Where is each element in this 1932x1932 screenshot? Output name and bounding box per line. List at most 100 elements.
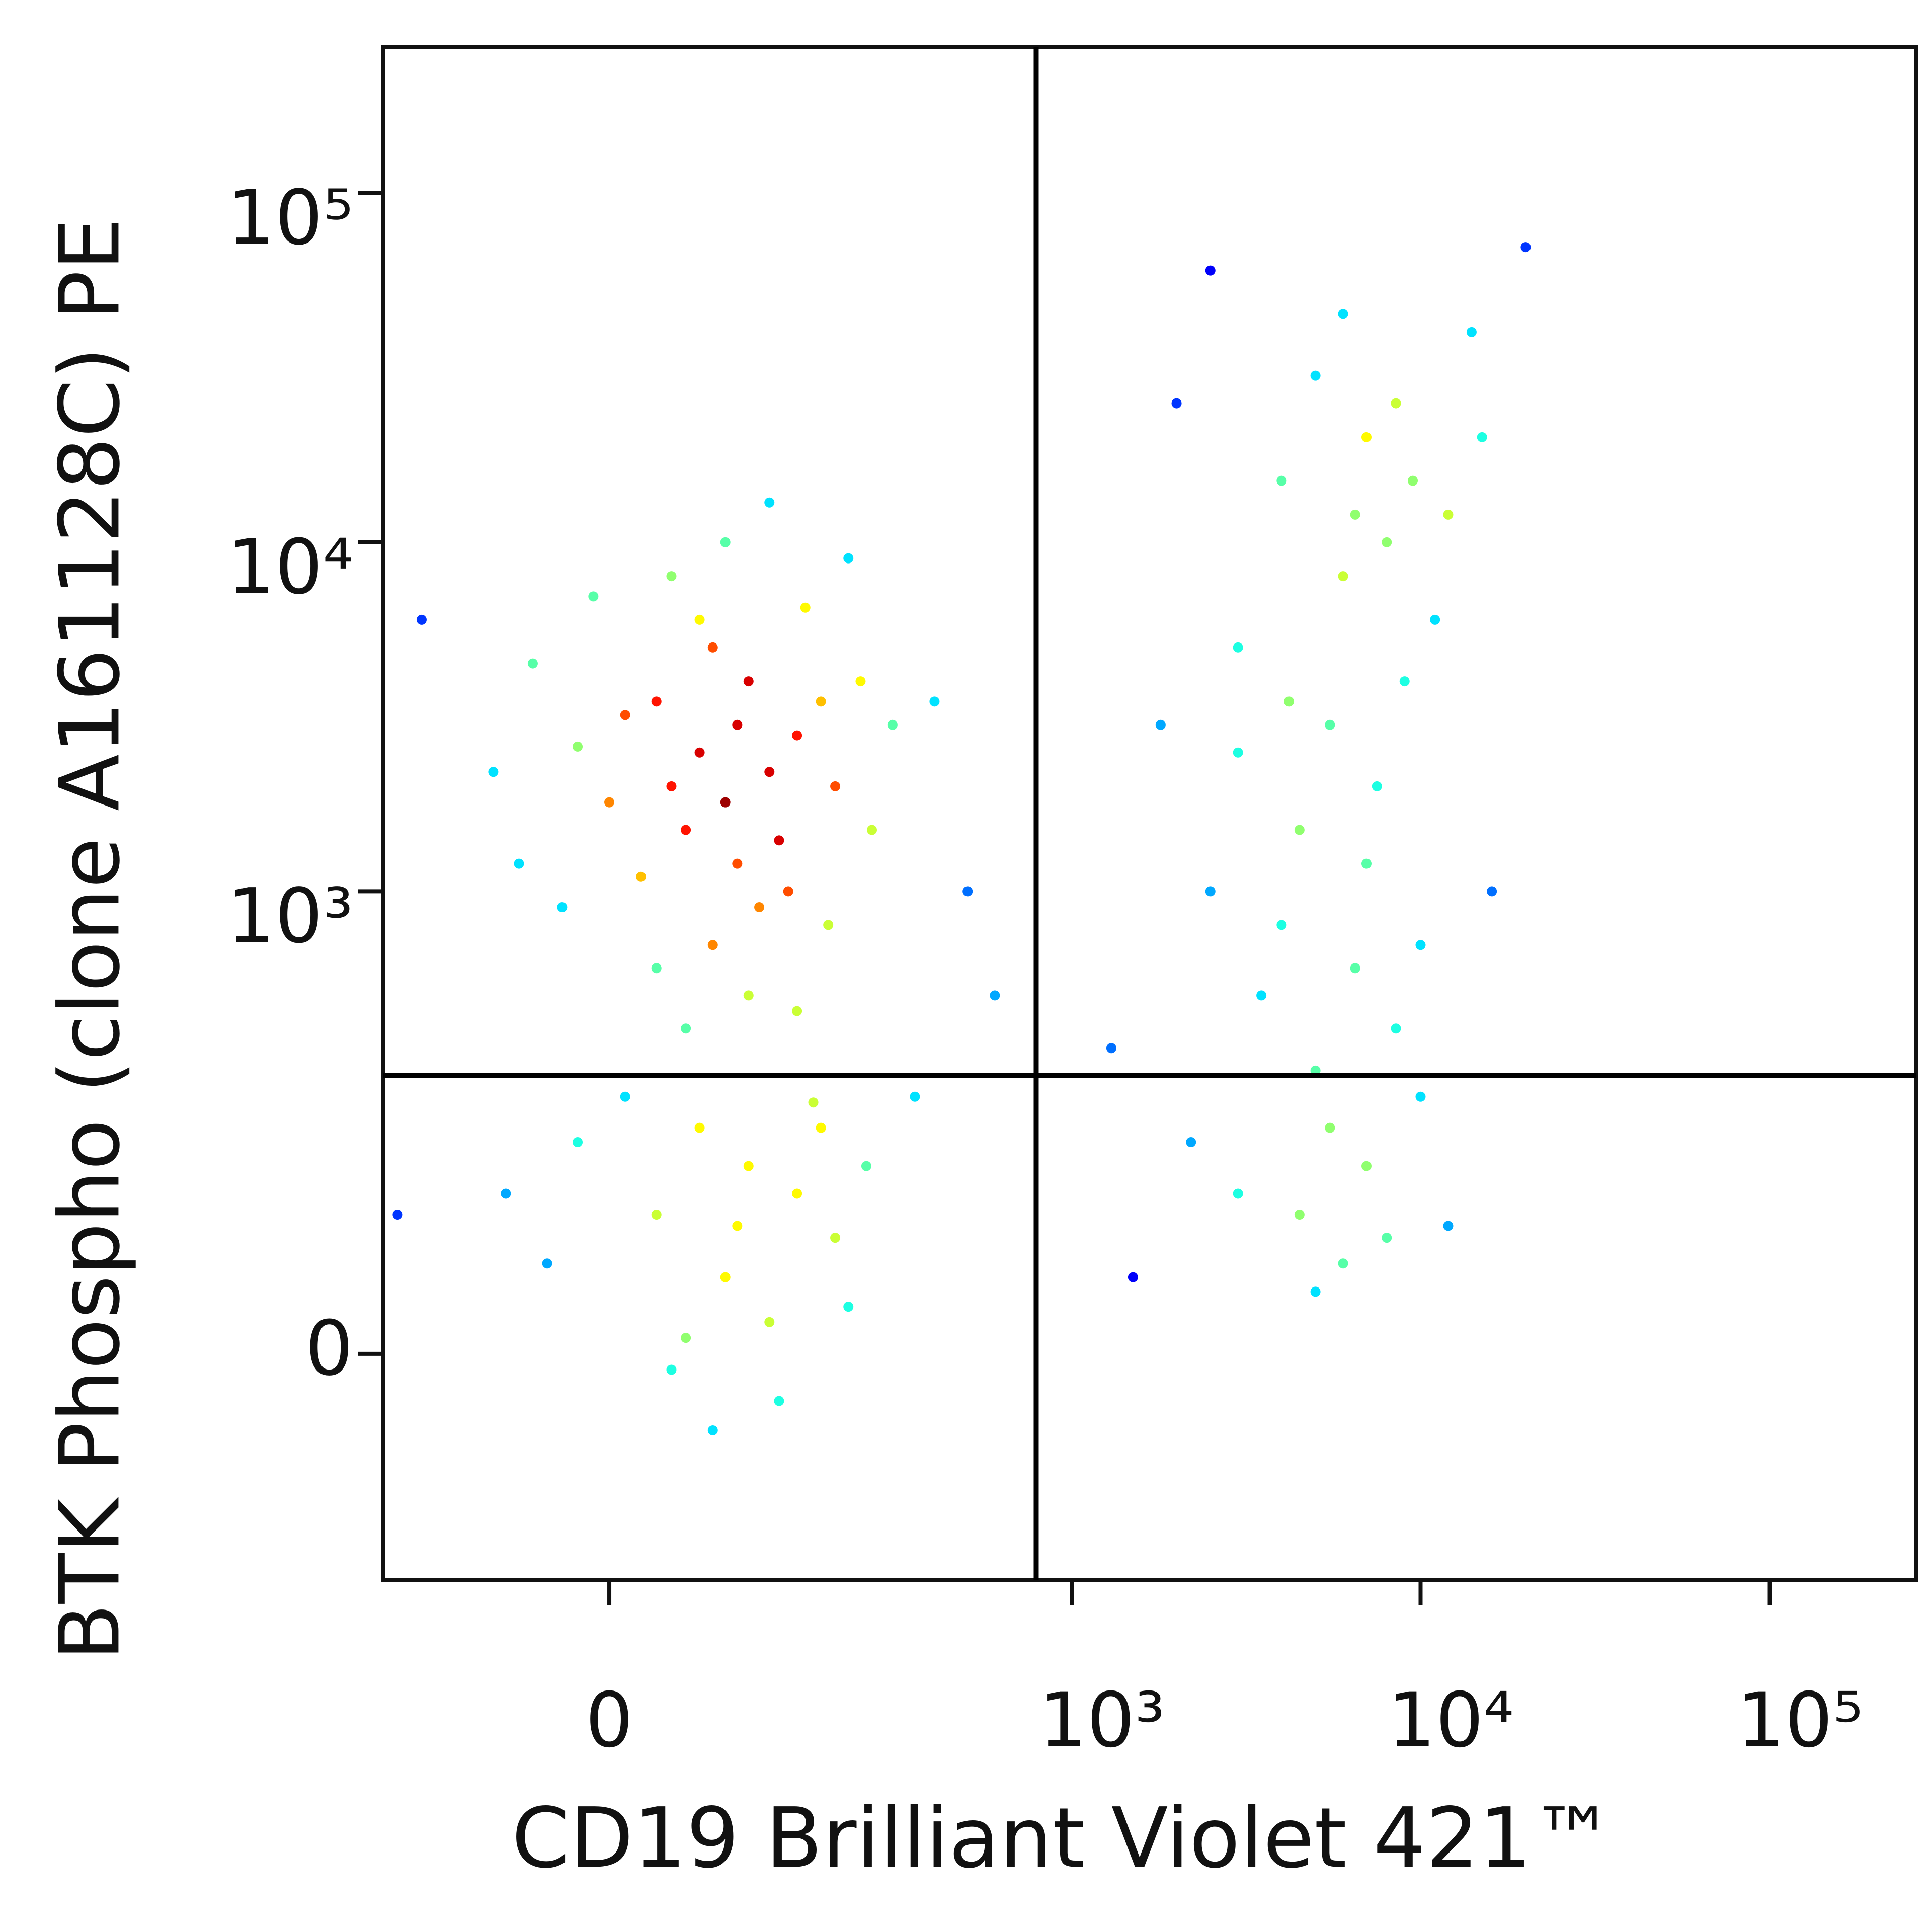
event-dot: [1520, 242, 1531, 253]
event-dot: [651, 696, 662, 707]
event-dot: [1350, 963, 1360, 974]
event-dot: [1186, 1137, 1196, 1148]
event-dot: [830, 781, 841, 791]
event-dot: [816, 1122, 826, 1133]
event-dot: [666, 1364, 677, 1375]
event-dot: [732, 858, 743, 869]
event-dot: [816, 696, 826, 707]
event-dot: [1408, 475, 1418, 486]
event-dot: [720, 537, 731, 547]
event-dot: [1361, 858, 1372, 869]
x-tick-label: 10⁴: [1388, 1677, 1514, 1764]
event-dot: [694, 1122, 705, 1133]
event-dot: [764, 767, 775, 777]
event-dot: [488, 767, 499, 777]
event-dot: [681, 825, 691, 835]
event-dot: [1338, 571, 1348, 582]
event-dot: [808, 1097, 819, 1108]
event-dot: [681, 1023, 691, 1034]
event-dot: [1415, 940, 1426, 950]
event-dot: [1399, 676, 1410, 687]
x-tick-label: 0: [585, 1677, 633, 1764]
event-dot: [1338, 309, 1348, 319]
event-dot: [707, 1425, 718, 1435]
event-dot: [557, 902, 568, 913]
event-dot: [1361, 1161, 1372, 1171]
event-dot: [1310, 370, 1321, 381]
event-dot: [527, 658, 538, 669]
event-dot: [1430, 614, 1440, 625]
event-dot: [604, 797, 615, 808]
event-dot: [1391, 1023, 1401, 1034]
event-dot: [694, 747, 705, 758]
event-dot: [1338, 1258, 1348, 1269]
event-dot: [416, 614, 427, 625]
event-dot: [681, 1333, 691, 1343]
event-dot: [843, 553, 854, 564]
event-dot: [651, 963, 662, 974]
event-dot: [1233, 642, 1243, 653]
event-dot: [743, 990, 754, 1001]
y-tick-label: 10³: [227, 872, 353, 960]
x-axis-title: CD19 Brilliant Violet 421™: [512, 1790, 1615, 1886]
event-dot: [774, 835, 784, 846]
event-dot: [1128, 1272, 1138, 1282]
event-dot: [764, 497, 775, 508]
event-dot: [573, 741, 583, 752]
event-dot: [1276, 475, 1287, 486]
event-dot: [1171, 398, 1182, 409]
event-dot: [542, 1258, 552, 1269]
y-tick-label: 10⁴: [227, 524, 353, 611]
event-dot: [1487, 886, 1497, 897]
event-dot: [1443, 509, 1454, 520]
event-dot: [792, 1006, 802, 1016]
event-dot: [754, 902, 765, 913]
event-dot: [732, 719, 743, 730]
event-dot: [867, 825, 877, 835]
y-axis-title: BTK Phospho (clone A161128C) PE: [41, 218, 138, 1660]
event-dot: [792, 730, 802, 741]
event-dot: [1155, 719, 1166, 730]
x-tick-label: 10³: [1039, 1677, 1165, 1764]
event-dot: [1372, 781, 1382, 791]
event-dot: [666, 571, 677, 582]
event-dot: [707, 642, 718, 653]
y-tick-label: 10⁵: [227, 175, 353, 262]
event-dot: [1325, 719, 1335, 730]
event-dot: [743, 676, 754, 687]
event-dot: [1106, 1043, 1116, 1054]
event-dot: [720, 1272, 731, 1282]
event-dot: [843, 1302, 854, 1312]
event-dot: [707, 940, 718, 950]
event-dot: [1477, 432, 1487, 442]
plot-frame: [381, 45, 1918, 1582]
event-dot: [962, 886, 973, 897]
event-dot: [1466, 327, 1477, 337]
event-dot: [620, 1091, 630, 1102]
event-dot: [694, 614, 705, 625]
event-dot: [764, 1317, 775, 1327]
event-dot: [792, 1188, 802, 1199]
event-dot: [1361, 432, 1372, 442]
event-dot: [774, 1396, 784, 1406]
event-dot: [1276, 920, 1287, 930]
event-dot: [1382, 537, 1392, 547]
event-dot: [1256, 990, 1267, 1001]
event-dot: [732, 1221, 743, 1231]
event-dot: [1233, 747, 1243, 758]
event-dot: [636, 871, 647, 882]
event-dot: [1294, 825, 1305, 835]
event-dot: [929, 696, 940, 707]
event-dot: [1233, 1188, 1243, 1199]
event-dot: [720, 797, 731, 808]
event-dot: [573, 1137, 583, 1148]
event-dot: [651, 1210, 662, 1220]
event-dot: [1443, 1221, 1454, 1231]
event-dot: [1415, 1091, 1426, 1102]
event-dot: [666, 781, 677, 791]
event-dot: [1310, 1286, 1321, 1297]
event-dot: [588, 591, 599, 602]
event-dot: [1391, 398, 1401, 409]
event-dot: [830, 1233, 841, 1243]
